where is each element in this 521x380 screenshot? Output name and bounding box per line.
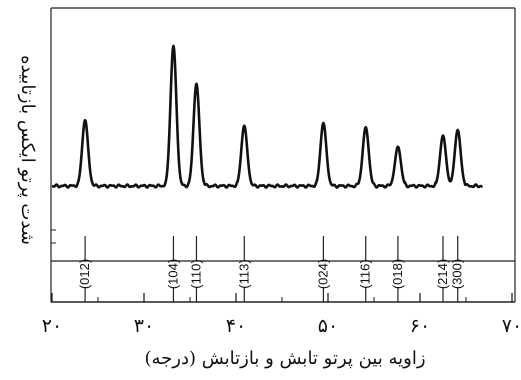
peak-label: (110) <box>188 259 203 288</box>
x-tick-label: ۵۰ <box>318 315 338 337</box>
peak-label: (113) <box>236 259 251 288</box>
peak-label: (104) <box>165 259 180 289</box>
peak-label: (116) <box>358 259 373 288</box>
x-axis-label: زاویه بین پرتو تابش و بازتابش (درجه) <box>144 348 425 369</box>
peak-label: (214) <box>435 259 450 289</box>
y-axis-label: شدت پرتو ایکس بازتابیده <box>17 55 38 245</box>
peak-label: (018) <box>390 259 405 289</box>
xrd-pattern-line <box>51 44 484 189</box>
chart-marks: (012) (104) (110) (113) (024) (116) (018) (214)… <box>51 44 484 302</box>
x-tick-label: ۷۰ <box>502 315 521 337</box>
plot-frame: ۲۰ ۳۰ ۴۰ ۵۰ ۶۰ ۷۰ <box>42 7 521 337</box>
x-tick-label: ۲۰ <box>42 315 62 337</box>
x-tick-label: ۴۰ <box>226 315 246 337</box>
peak-label: (012) <box>77 259 92 289</box>
peak-label: (300) <box>450 259 465 289</box>
x-tick-label: ۶۰ <box>410 315 430 337</box>
peak-label: (024) <box>315 259 330 289</box>
x-tick-label: ۳۰ <box>134 315 154 337</box>
